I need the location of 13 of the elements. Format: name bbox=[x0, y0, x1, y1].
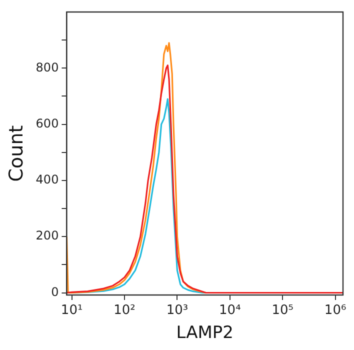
x-tick-label: 10⁶ bbox=[324, 303, 346, 318]
y-tick-label: 200 bbox=[36, 228, 59, 243]
x-tick-label: 10¹ bbox=[60, 303, 83, 318]
y-tick-label: 600 bbox=[36, 116, 59, 130]
x-axis-title: LAMP2 bbox=[176, 323, 234, 344]
y-axis-title: Count bbox=[5, 125, 28, 182]
x-tick-label: 10² bbox=[114, 303, 136, 318]
y-tick-label: 400 bbox=[36, 172, 59, 187]
y-tick-label: 800 bbox=[36, 60, 59, 74]
y-tick-label: 0 bbox=[51, 284, 59, 299]
x-tick-label: 10⁴ bbox=[219, 303, 241, 318]
x-tick-label: 10³ bbox=[166, 303, 188, 318]
x-tick-label: 10⁵ bbox=[272, 303, 294, 318]
